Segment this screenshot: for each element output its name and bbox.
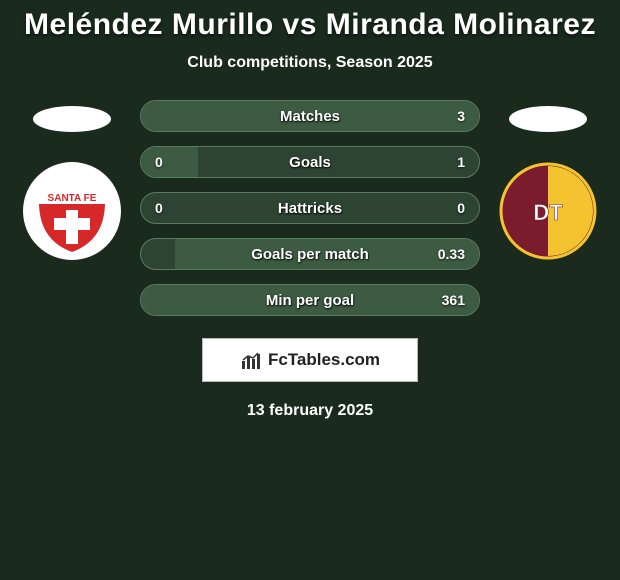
fctables-logo[interactable]: FcTables.com [202, 338, 418, 382]
stat-label: Matches [141, 108, 479, 125]
stat-value-right: 0 [457, 200, 465, 216]
date-text: 13 february 2025 [0, 402, 620, 420]
stat-row: 0Goals1 [140, 146, 480, 178]
stat-row: Goals per match0.33 [140, 238, 480, 270]
right-team-badge: DT [499, 162, 597, 260]
left-ellipse [33, 106, 111, 132]
stat-label: Hattricks [141, 200, 479, 217]
left-side: SANTA FE [22, 100, 122, 260]
stat-row: 0Hattricks0 [140, 192, 480, 224]
santa-fe-badge-icon: SANTA FE [23, 162, 121, 260]
stat-label: Goals per match [141, 246, 479, 263]
page-title: Meléndez Murillo vs Miranda Molinarez [0, 8, 620, 42]
comparison-content: SANTA FE Matches30Goals10Hattricks0Goals… [0, 100, 620, 316]
svg-text:DT: DT [533, 200, 563, 225]
right-side: DT [498, 100, 598, 260]
stats-column: Matches30Goals10Hattricks0Goals per matc… [140, 100, 480, 316]
stat-label: Goals [141, 154, 479, 171]
stat-row: Matches3 [140, 100, 480, 132]
stat-value-right: 361 [442, 292, 465, 308]
stat-value-right: 3 [457, 108, 465, 124]
right-ellipse [509, 106, 587, 132]
bar-chart-icon [240, 349, 262, 371]
stat-row: Min per goal361 [140, 284, 480, 316]
stat-value-right: 0.33 [438, 246, 465, 262]
svg-text:SANTA FE: SANTA FE [48, 193, 97, 204]
subtitle: Club competitions, Season 2025 [0, 54, 620, 72]
stat-value-right: 1 [457, 154, 465, 170]
tolima-badge-icon: DT [499, 162, 597, 260]
stat-label: Min per goal [141, 292, 479, 309]
logo-text: FcTables.com [268, 350, 380, 370]
left-team-badge: SANTA FE [23, 162, 121, 260]
